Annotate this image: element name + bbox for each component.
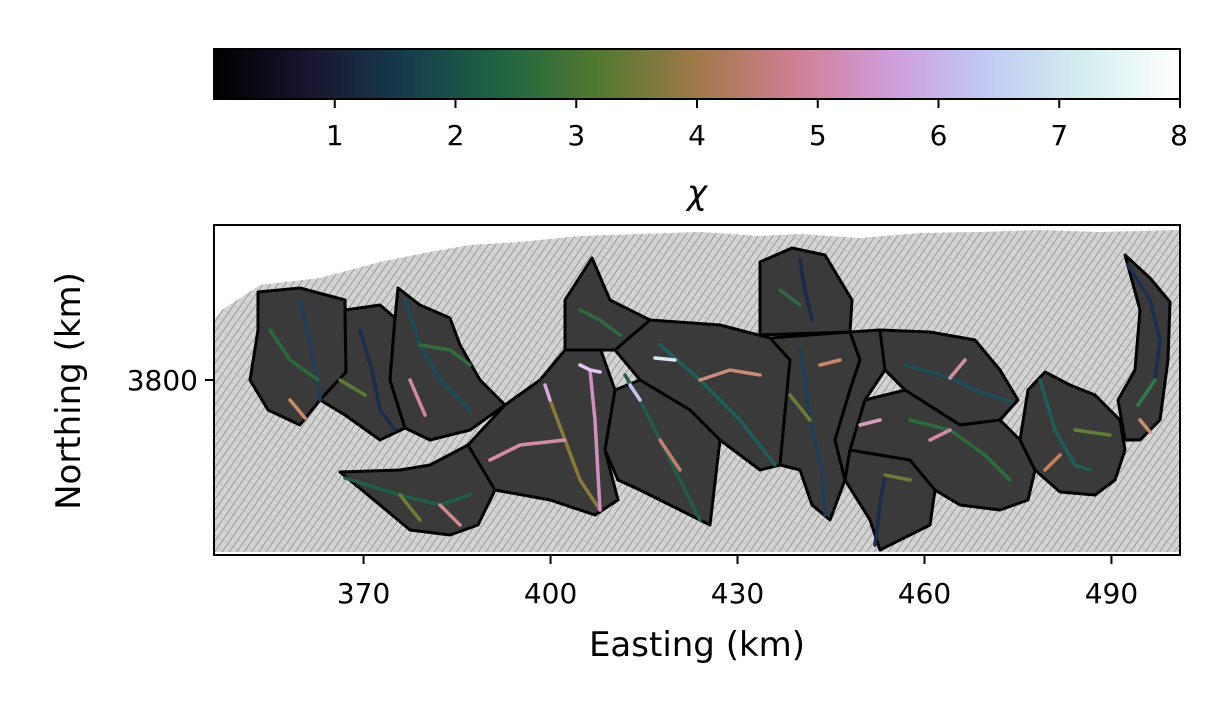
river-channels [268,258,1162,547]
channel [398,493,422,522]
channel [588,368,602,512]
channel [658,343,777,467]
channel [343,476,472,507]
channel [1138,418,1152,434]
channel [408,378,427,417]
x-tick-label: 400 [524,577,577,610]
channel [418,343,472,367]
channel [948,358,967,380]
colorbar-ticks: 1 2 3 4 5 6 7 8 [326,99,1188,152]
channel [358,328,397,432]
colorbar: 1 2 3 4 5 6 7 8 χ [213,48,1188,213]
basin [318,303,407,442]
channel [698,368,762,382]
channel [403,298,472,412]
channel [1126,263,1162,382]
channel [798,258,814,322]
colorbar-tick-label: 3 [567,119,585,152]
colorbar-tick-label: 4 [688,119,706,152]
channel [928,428,952,442]
channel [548,398,602,512]
channel [658,438,682,472]
channel [653,356,677,362]
basin [603,378,722,527]
channel [883,473,912,482]
channel [818,358,842,367]
y-axis-ticks: 3800 [127,364,214,397]
x-axis-ticks: 370 400 430 460 490 [337,555,1138,610]
colorbar-tick-label: 5 [809,119,827,152]
map-frame [213,224,1181,556]
colorbar-tick-label: 1 [326,119,344,152]
colorbar-tick-label: 6 [930,119,948,152]
channel [438,503,462,527]
channel [858,418,882,427]
channel [778,288,802,307]
channel [873,473,887,547]
x-tick-label: 430 [711,577,764,610]
x-axis-label: Easting (km) [589,625,805,665]
colorbar-gradient [213,48,1181,100]
x-tick-label: 370 [337,577,390,610]
colorbar-label: χ [685,173,709,213]
channel [543,383,552,402]
channel [1136,378,1157,407]
colorbar-tick-label: 8 [1170,119,1188,152]
basin [466,346,620,517]
channel [298,298,322,402]
channel [268,328,320,382]
basin [248,286,348,427]
channel [578,308,622,337]
channel [1073,428,1112,437]
x-tick-label: 490 [1085,577,1138,610]
channel [628,383,642,402]
channel [908,418,1012,482]
colorbar-tick-label: 2 [447,119,465,152]
y-tick-label: 3800 [127,364,198,397]
channel [1038,378,1092,472]
channel [288,398,307,420]
channel [488,438,567,462]
y-axis-label: Northing (km) [49,272,89,510]
x-tick-label: 460 [898,577,951,610]
channel [338,378,367,397]
basin [1116,253,1172,442]
channel [788,393,812,422]
channel [578,363,602,374]
basin [848,388,1037,512]
channel [1043,453,1062,472]
map-panel: 370 400 430 460 490 3800 Easting (km) Northi… [49,224,1181,665]
channel [903,363,1014,404]
colorbar-tick-label: 7 [1050,119,1068,152]
